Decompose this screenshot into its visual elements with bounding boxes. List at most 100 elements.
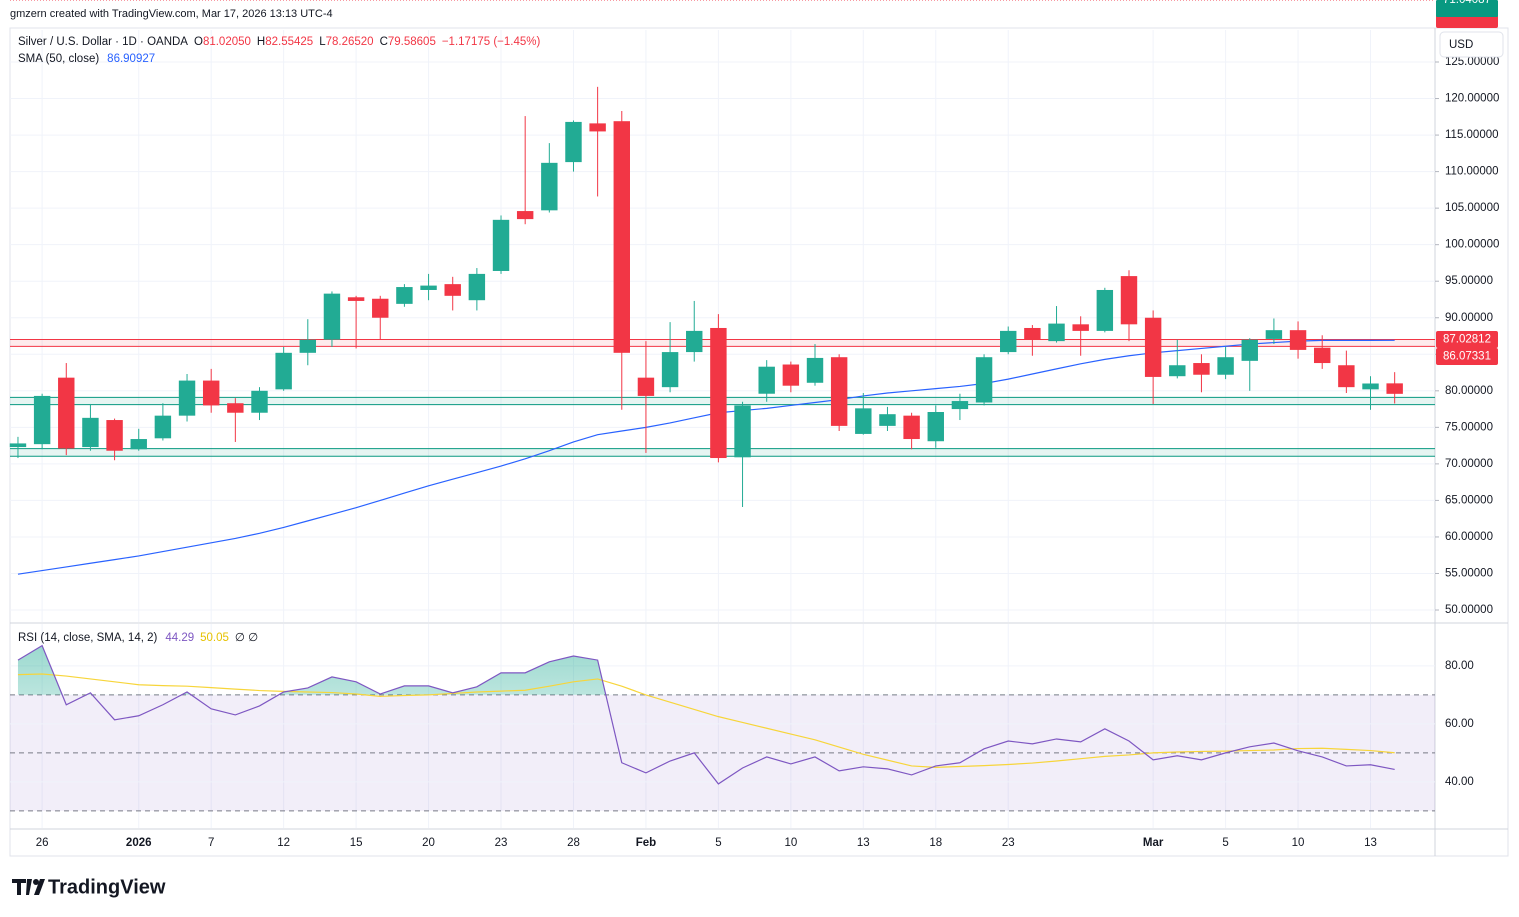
x-tick-label: 26 xyxy=(36,837,49,849)
quote-key: L xyxy=(319,36,326,48)
symbol: Silver / U.S. Dollar · 1D · OANDA xyxy=(18,36,188,48)
y-tick-label: 110.00000 xyxy=(1445,166,1499,178)
x-tick-label: 13 xyxy=(1364,837,1377,849)
candle-body xyxy=(299,339,317,353)
candle-body xyxy=(492,219,510,271)
candle-body xyxy=(1000,330,1017,353)
quote-value: 82.55425 xyxy=(265,36,313,48)
x-tick-label: 12 xyxy=(277,837,290,849)
price-tag xyxy=(1436,0,1498,17)
candle-body xyxy=(613,121,630,353)
x-tick-label: 23 xyxy=(495,837,508,849)
legend-main: Silver / U.S. Dollar · 1D · OANDA O81.020… xyxy=(18,36,540,48)
quote-key: O xyxy=(194,36,203,48)
x-tick-label: 18 xyxy=(929,837,942,849)
candle-body xyxy=(82,417,99,448)
sma-value: 86.90927 xyxy=(107,53,155,65)
y-tick-label: 60.00000 xyxy=(1445,531,1493,543)
candle-body xyxy=(1193,363,1210,375)
x-tick-label: 20 xyxy=(422,837,435,849)
quote-value: 78.26520 xyxy=(326,36,374,48)
candle-body xyxy=(1241,339,1258,361)
candle-body xyxy=(33,395,51,445)
x-tick-label: 15 xyxy=(350,837,363,849)
logo-icon xyxy=(12,879,45,895)
y-tick-label: 115.00000 xyxy=(1445,129,1499,141)
legend-sma: SMA (50, close) 86.90927 xyxy=(18,53,155,65)
candle-body xyxy=(565,121,582,163)
y-tick-label: 40.00 xyxy=(1445,776,1474,788)
y-tick-label: 125.00000 xyxy=(1445,56,1499,68)
candle-body xyxy=(420,285,437,290)
candle-body xyxy=(468,273,486,301)
candle-body xyxy=(589,123,606,132)
rsi-flags: ∅ ∅ xyxy=(235,632,258,644)
overbought-fill xyxy=(17,645,606,695)
frame xyxy=(9,27,1509,857)
y-tick-label: 55.00000 xyxy=(1445,568,1493,580)
x-tick-label: 5 xyxy=(715,837,721,849)
x-tick-label: 13 xyxy=(857,837,870,849)
sma-line xyxy=(17,339,1395,575)
x-tick-label: 2026 xyxy=(126,837,152,849)
candle-body xyxy=(202,380,220,406)
candle-body xyxy=(1169,365,1186,377)
rsi-line xyxy=(17,673,1395,768)
candle-body xyxy=(782,364,800,386)
x-tick-label: Feb xyxy=(636,837,656,849)
y-tick-label: 75.00000 xyxy=(1445,421,1493,433)
candle-body xyxy=(372,298,389,318)
candle-body xyxy=(251,390,268,413)
candle-body xyxy=(686,330,703,353)
candle-body xyxy=(806,357,824,383)
candle-body xyxy=(1024,327,1041,340)
quote-value: 81.02050 xyxy=(203,36,251,48)
candle-body xyxy=(541,162,558,211)
currency-button[interactable] xyxy=(1439,31,1504,58)
candle-body xyxy=(830,357,848,426)
price-tag xyxy=(1436,347,1498,365)
candle-body xyxy=(1313,347,1331,364)
x-tick-label: 28 xyxy=(567,837,580,849)
candle-body xyxy=(1289,330,1307,350)
candle-body xyxy=(106,420,123,451)
price-tag-label: 86.07331 xyxy=(1443,350,1491,362)
price-tag xyxy=(1436,330,1498,348)
candle-body xyxy=(396,287,413,304)
rsi-title: RSI (14, close, SMA, 14, 2) xyxy=(18,632,158,644)
x-tick-label: 10 xyxy=(1292,837,1305,849)
currency: USD xyxy=(1449,39,1473,51)
x-tick-label: 5 xyxy=(1222,837,1228,849)
y-tick-label: 105.00000 xyxy=(1445,202,1499,214)
candle-body xyxy=(1217,357,1234,375)
quote-value: 79.58605 xyxy=(388,36,436,48)
candle-body xyxy=(975,357,993,403)
x-tick-label: 7 xyxy=(208,837,214,849)
price-tag-label: 87.02812 xyxy=(1443,333,1491,345)
rsi-sma-value: 50.05 xyxy=(200,632,229,644)
quote-key: C xyxy=(380,36,388,48)
candle-body xyxy=(903,415,920,440)
candle-body xyxy=(1144,317,1162,377)
x-tick-label: 23 xyxy=(1002,837,1015,849)
price-tag-label: 71.04087 xyxy=(1443,0,1491,6)
x-tick-label: Mar xyxy=(1143,837,1164,849)
quote-key: H xyxy=(257,36,265,48)
candle-body xyxy=(275,352,292,390)
plot: 26 2026 7 12 15 20 23 28 Feb 5 10 13 18 23 Mar 5 10 13 50.… xyxy=(9,0,1499,849)
logo: TradingView xyxy=(48,876,166,898)
y-tick-label: 60.00 xyxy=(1445,718,1474,730)
candle-body xyxy=(1386,383,1403,394)
candle-body xyxy=(1362,383,1379,390)
candle-body xyxy=(9,443,27,448)
candle-body xyxy=(1338,365,1355,388)
sma-name: SMA (50, close) xyxy=(18,53,99,65)
candle-body xyxy=(154,415,172,439)
candle-body xyxy=(734,405,751,458)
candle-body xyxy=(758,366,775,394)
y-tick-label: 90.00000 xyxy=(1445,312,1493,324)
rsi-value: 44.29 xyxy=(165,632,194,644)
y-tick-label: 70.00000 xyxy=(1445,458,1493,470)
candle-body xyxy=(1048,323,1065,342)
